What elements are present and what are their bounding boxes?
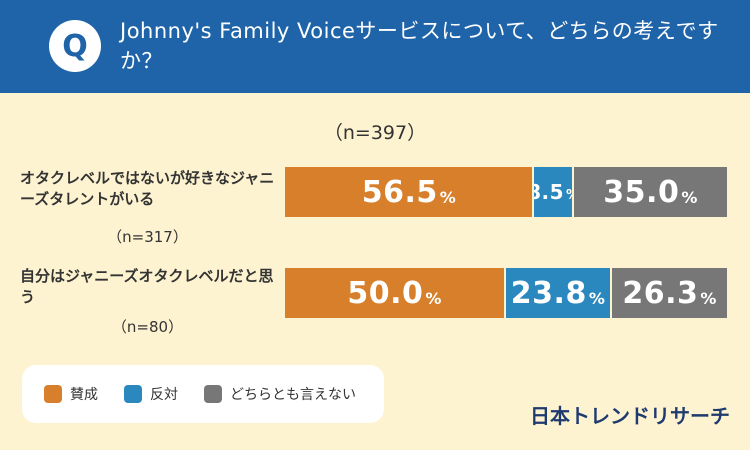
row-label-1: オタクレベルではないが好きなジャニーズタレントがいる <box>20 169 275 208</box>
data-label-percent: % <box>700 288 717 308</box>
bar-segment-disagree-1: 8.5% <box>534 167 572 217</box>
bar-divider <box>532 167 535 217</box>
legend-swatch-neutral <box>204 385 222 403</box>
bar-divider <box>609 268 612 318</box>
legend-label-agree: 賛成 <box>70 387 98 403</box>
bar-divider <box>503 268 506 318</box>
legend-item-agree: 賛成 <box>44 384 98 404</box>
data-label-percent: % <box>681 187 698 207</box>
data-label-value: 50.0 <box>347 275 424 311</box>
bar-segment-agree-2: 50.0% <box>285 268 504 318</box>
question-header: Q Johnny's Family Voiceサービスについて、どちらの考えです… <box>0 0 750 93</box>
data-label-value: 8.5 <box>534 180 565 204</box>
total-sample-size: （n=397） <box>323 122 427 144</box>
stacked-bar-1: 56.5%8.5%35.0% <box>285 167 727 217</box>
data-label-percent: % <box>566 188 572 203</box>
legend-label-neutral: どちらとも言えない <box>230 387 356 403</box>
bar-divider <box>571 167 574 217</box>
question-title: Johnny's Family Voiceサービスについて、どちらの考えですか？ <box>120 19 719 73</box>
legend-swatch-agree <box>44 385 62 403</box>
row-sample-size-2: （n=80） <box>111 318 184 336</box>
legend-label-disagree: 反対 <box>150 387 178 403</box>
data-label-percent: % <box>425 288 442 308</box>
bar-segment-neutral-1: 35.0% <box>573 167 727 217</box>
bar-segment-neutral-2: 26.3% <box>611 268 727 318</box>
legend-swatch-disagree <box>124 385 142 403</box>
data-label-value: 56.5 <box>361 174 438 210</box>
legend-item-neutral: どちらとも言えない <box>204 384 356 404</box>
bar-segment-disagree-2: 23.8% <box>505 268 610 318</box>
question-badge: Q <box>49 20 101 72</box>
data-label-percent: % <box>588 288 605 308</box>
data-label-value: 23.8 <box>510 275 587 311</box>
data-label-value: 35.0 <box>603 174 680 210</box>
data-label-percent: % <box>439 187 456 207</box>
legend: 賛成 反対 どちらとも言えない <box>22 365 384 423</box>
row-label-2: 自分はジャニーズオタクレベルだと思う <box>20 267 274 306</box>
stacked-bar-2: 50.0% 23.8% 26.3% <box>285 268 727 318</box>
bar-segment-agree-1: 56.5% <box>285 167 533 217</box>
brand-logo: 日本トレンドリサーチ <box>530 404 730 428</box>
legend-item-disagree: 反対 <box>124 384 178 404</box>
data-label-value: 26.3 <box>622 275 699 311</box>
row-sample-size-1: （n=317） <box>107 228 188 246</box>
